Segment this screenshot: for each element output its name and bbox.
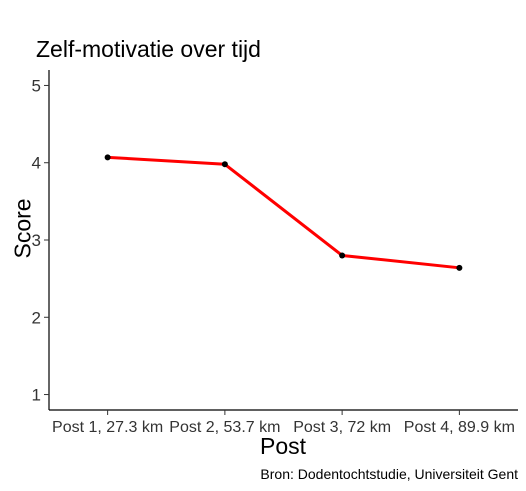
y-tick-label: 5 — [32, 76, 41, 95]
data-point — [339, 252, 346, 259]
series-line-segment — [340, 253, 461, 270]
x-tick-label: Post 2, 53.7 km — [169, 419, 280, 436]
x-tick-label: Post 4, 89.9 km — [404, 419, 515, 436]
series-line-segment — [106, 155, 227, 166]
y-tick-label: 2 — [32, 308, 41, 327]
data-point — [104, 154, 111, 161]
x-tick-label: Post 1, 27.3 km — [52, 419, 163, 436]
x-axis-label: Post — [259, 433, 307, 459]
x-tick-label: Post 3, 72 km — [293, 419, 391, 436]
y-tick-label: 4 — [32, 154, 41, 173]
chart-title: Zelf-motivatie over tijd — [36, 36, 261, 62]
series-line-segment — [223, 162, 344, 257]
data-point — [221, 161, 228, 168]
y-tick-label: 3 — [32, 231, 41, 250]
data-point — [456, 264, 463, 271]
source-caption: Bron: Dodentochtstudie, Universiteit Gen… — [260, 466, 518, 482]
y-tick-label: 1 — [32, 386, 41, 405]
